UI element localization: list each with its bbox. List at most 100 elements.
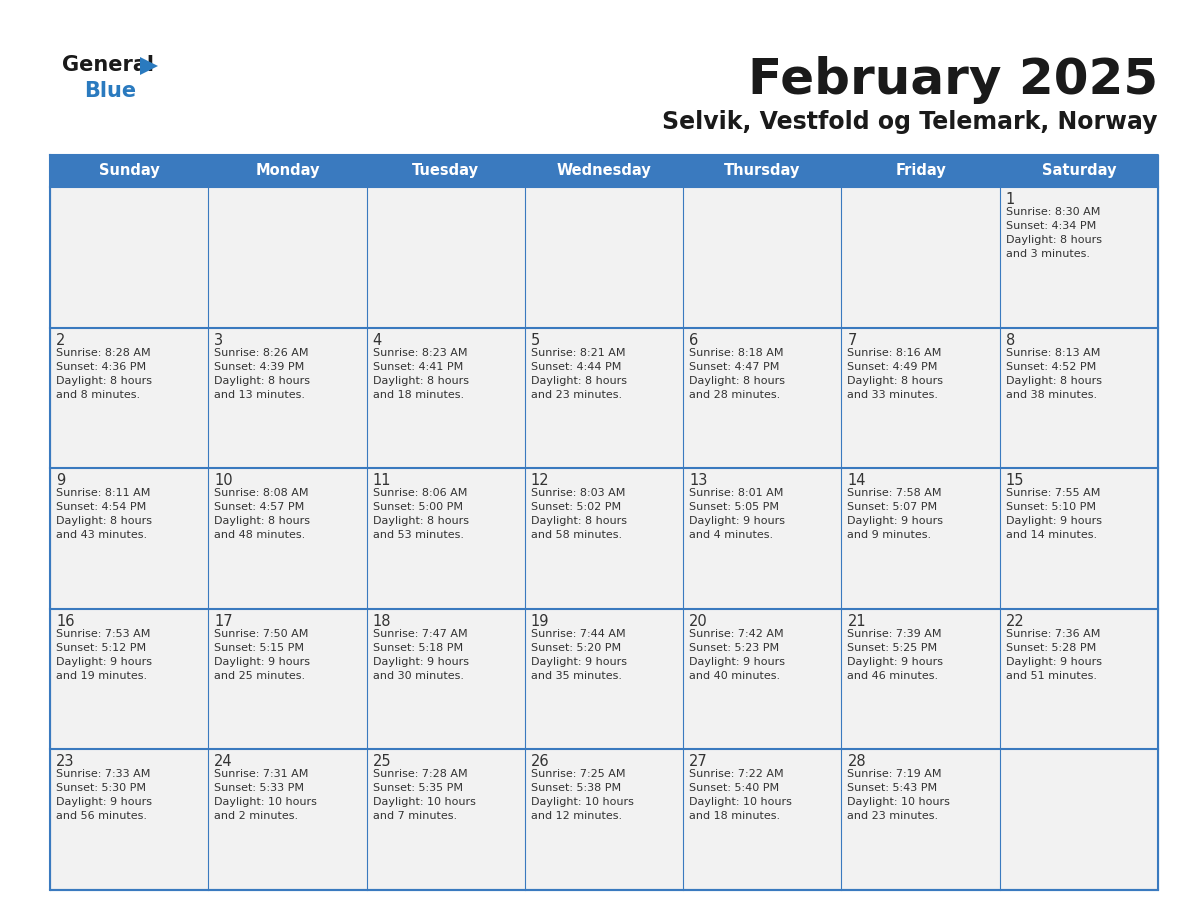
Text: 3: 3 xyxy=(214,332,223,348)
Bar xyxy=(208,328,367,468)
Text: and 43 minutes.: and 43 minutes. xyxy=(56,531,147,540)
Bar xyxy=(1000,749,1158,890)
Bar xyxy=(208,468,367,609)
Text: Sunrise: 7:50 AM: Sunrise: 7:50 AM xyxy=(214,629,309,639)
Text: 1: 1 xyxy=(1006,192,1015,207)
Text: 10: 10 xyxy=(214,473,233,488)
Text: Daylight: 10 hours: Daylight: 10 hours xyxy=(531,798,633,808)
Text: and 28 minutes.: and 28 minutes. xyxy=(689,389,781,399)
Text: Sunset: 4:47 PM: Sunset: 4:47 PM xyxy=(689,362,779,372)
Text: and 48 minutes.: and 48 minutes. xyxy=(214,531,305,540)
Text: Daylight: 8 hours: Daylight: 8 hours xyxy=(531,375,627,386)
Text: Daylight: 8 hours: Daylight: 8 hours xyxy=(373,375,468,386)
Bar xyxy=(367,328,525,468)
Text: Sunset: 5:18 PM: Sunset: 5:18 PM xyxy=(373,643,462,653)
Text: and 14 minutes.: and 14 minutes. xyxy=(1006,531,1097,540)
Text: Sunset: 5:20 PM: Sunset: 5:20 PM xyxy=(531,643,621,653)
Bar xyxy=(50,609,208,749)
Text: Sunrise: 8:26 AM: Sunrise: 8:26 AM xyxy=(214,348,309,358)
Text: and 19 minutes.: and 19 minutes. xyxy=(56,671,147,681)
Text: Daylight: 9 hours: Daylight: 9 hours xyxy=(531,656,627,666)
Text: Sunset: 5:15 PM: Sunset: 5:15 PM xyxy=(214,643,304,653)
Text: Sunrise: 7:28 AM: Sunrise: 7:28 AM xyxy=(373,769,467,779)
Text: Thursday: Thursday xyxy=(725,163,801,178)
Text: Sunset: 4:34 PM: Sunset: 4:34 PM xyxy=(1006,221,1097,231)
Text: and 12 minutes.: and 12 minutes. xyxy=(531,812,623,822)
Text: 18: 18 xyxy=(373,614,391,629)
Text: Daylight: 8 hours: Daylight: 8 hours xyxy=(1006,235,1101,245)
Bar xyxy=(683,609,841,749)
Text: Sunrise: 8:28 AM: Sunrise: 8:28 AM xyxy=(56,348,151,358)
Text: 22: 22 xyxy=(1006,614,1024,629)
Text: Sunday: Sunday xyxy=(99,163,159,178)
Text: Sunset: 5:23 PM: Sunset: 5:23 PM xyxy=(689,643,779,653)
Text: Sunset: 5:02 PM: Sunset: 5:02 PM xyxy=(531,502,621,512)
Text: Daylight: 8 hours: Daylight: 8 hours xyxy=(56,516,152,526)
Text: Sunset: 5:40 PM: Sunset: 5:40 PM xyxy=(689,783,779,793)
Text: Sunset: 5:07 PM: Sunset: 5:07 PM xyxy=(847,502,937,512)
Bar xyxy=(525,749,683,890)
Text: Sunset: 5:00 PM: Sunset: 5:00 PM xyxy=(373,502,462,512)
Text: Sunset: 4:57 PM: Sunset: 4:57 PM xyxy=(214,502,304,512)
Text: Daylight: 8 hours: Daylight: 8 hours xyxy=(1006,375,1101,386)
Text: Sunset: 5:05 PM: Sunset: 5:05 PM xyxy=(689,502,779,512)
Text: and 25 minutes.: and 25 minutes. xyxy=(214,671,305,681)
Text: Sunrise: 8:23 AM: Sunrise: 8:23 AM xyxy=(373,348,467,358)
Text: Daylight: 8 hours: Daylight: 8 hours xyxy=(689,375,785,386)
Bar xyxy=(683,187,841,328)
Bar xyxy=(50,187,208,328)
Text: Friday: Friday xyxy=(896,163,946,178)
Text: Sunrise: 8:06 AM: Sunrise: 8:06 AM xyxy=(373,488,467,498)
Text: Sunset: 5:25 PM: Sunset: 5:25 PM xyxy=(847,643,937,653)
Text: Sunrise: 7:36 AM: Sunrise: 7:36 AM xyxy=(1006,629,1100,639)
Text: and 8 minutes.: and 8 minutes. xyxy=(56,389,140,399)
Text: Daylight: 10 hours: Daylight: 10 hours xyxy=(373,798,475,808)
Bar xyxy=(525,609,683,749)
Text: Sunset: 4:54 PM: Sunset: 4:54 PM xyxy=(56,502,146,512)
Text: Sunset: 5:30 PM: Sunset: 5:30 PM xyxy=(56,783,146,793)
Text: Daylight: 8 hours: Daylight: 8 hours xyxy=(847,375,943,386)
Bar xyxy=(1000,609,1158,749)
Text: 21: 21 xyxy=(847,614,866,629)
Text: 9: 9 xyxy=(56,473,65,488)
Text: 7: 7 xyxy=(847,332,857,348)
Bar xyxy=(841,749,1000,890)
Bar xyxy=(367,609,525,749)
Text: Sunset: 4:39 PM: Sunset: 4:39 PM xyxy=(214,362,304,372)
Text: and 51 minutes.: and 51 minutes. xyxy=(1006,671,1097,681)
Text: Sunset: 5:38 PM: Sunset: 5:38 PM xyxy=(531,783,621,793)
Bar xyxy=(50,328,208,468)
Text: Sunrise: 8:08 AM: Sunrise: 8:08 AM xyxy=(214,488,309,498)
Text: and 35 minutes.: and 35 minutes. xyxy=(531,671,621,681)
Text: 27: 27 xyxy=(689,755,708,769)
Text: Tuesday: Tuesday xyxy=(412,163,479,178)
Bar xyxy=(50,749,208,890)
Text: and 7 minutes.: and 7 minutes. xyxy=(373,812,456,822)
Bar xyxy=(1000,468,1158,609)
Text: Sunset: 5:28 PM: Sunset: 5:28 PM xyxy=(1006,643,1097,653)
Bar xyxy=(841,609,1000,749)
Text: Daylight: 9 hours: Daylight: 9 hours xyxy=(689,516,785,526)
Text: Daylight: 8 hours: Daylight: 8 hours xyxy=(56,375,152,386)
Text: Sunrise: 8:16 AM: Sunrise: 8:16 AM xyxy=(847,348,942,358)
Text: Sunrise: 7:31 AM: Sunrise: 7:31 AM xyxy=(214,769,309,779)
Text: Sunset: 4:44 PM: Sunset: 4:44 PM xyxy=(531,362,621,372)
Text: 19: 19 xyxy=(531,614,549,629)
Text: and 18 minutes.: and 18 minutes. xyxy=(373,389,463,399)
Bar xyxy=(1000,187,1158,328)
Text: Sunrise: 7:39 AM: Sunrise: 7:39 AM xyxy=(847,629,942,639)
Text: 5: 5 xyxy=(531,332,541,348)
Text: Sunrise: 8:18 AM: Sunrise: 8:18 AM xyxy=(689,348,784,358)
Text: 13: 13 xyxy=(689,473,708,488)
Text: Sunrise: 7:22 AM: Sunrise: 7:22 AM xyxy=(689,769,784,779)
Bar xyxy=(525,328,683,468)
Text: and 2 minutes.: and 2 minutes. xyxy=(214,812,298,822)
Text: and 23 minutes.: and 23 minutes. xyxy=(531,389,623,399)
Bar xyxy=(50,468,208,609)
Text: Sunrise: 8:11 AM: Sunrise: 8:11 AM xyxy=(56,488,151,498)
Text: February 2025: February 2025 xyxy=(748,56,1158,104)
Text: Sunrise: 7:53 AM: Sunrise: 7:53 AM xyxy=(56,629,151,639)
Text: Daylight: 9 hours: Daylight: 9 hours xyxy=(847,656,943,666)
Text: 12: 12 xyxy=(531,473,550,488)
Text: General: General xyxy=(62,55,154,75)
